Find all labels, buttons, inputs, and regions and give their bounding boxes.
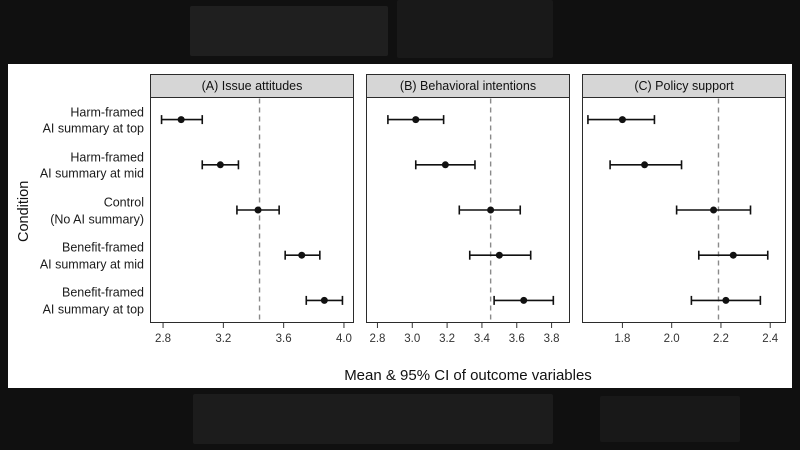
x-tick-label: 3.8 — [544, 333, 560, 345]
plot-area: 2.8 3.2 3.6 4.0 — [150, 97, 354, 345]
x-tick-label: 2.0 — [664, 333, 680, 345]
facet-panels: (A) Issue attitudes 2.8 3.2 3.6 4.0 (B) Behav… — [150, 74, 786, 353]
condition-label: Control (No AI summary) — [50, 195, 144, 228]
condition-label-line: AI summary at mid — [39, 257, 144, 272]
y-axis-title: Condition — [16, 180, 32, 242]
mean-point — [722, 296, 730, 304]
x-tick-label: 3.6 — [276, 333, 292, 345]
letterbox-bottom-block-1 — [193, 394, 553, 444]
mean-point — [177, 116, 185, 124]
x-tick-label: 3.2 — [215, 333, 231, 345]
x-tick-label: 3.0 — [404, 333, 420, 345]
mean-point — [520, 296, 528, 304]
x-tick-label: 3.6 — [509, 333, 525, 345]
mean-point — [412, 116, 420, 124]
facet-strip-title: (A) Issue attitudes — [150, 74, 354, 98]
condition-axis-labels: Harm-framed AI summary at top Harm-framed A… — [38, 74, 150, 353]
mean-point — [216, 161, 224, 169]
mean-point — [320, 296, 328, 304]
condition-label: Benefit-framed AI summary at mid — [40, 240, 144, 273]
condition-label-line: Benefit-framed — [62, 240, 144, 255]
condition-label-line: AI summary at top — [42, 302, 144, 317]
x-tick-label: 3.4 — [474, 333, 491, 345]
condition-label-line: Harm-framed — [70, 105, 144, 120]
plot-area: 2.8 3.0 3.2 3.4 3.6 3.8 — [366, 97, 570, 345]
x-tick-label: 4.0 — [336, 333, 352, 345]
x-tick-label: 2.4 — [762, 333, 779, 345]
condition-label-line: (No AI summary) — [50, 212, 144, 226]
mean-point — [710, 206, 718, 214]
mean-point — [641, 161, 649, 169]
facet-panel: (A) Issue attitudes 2.8 3.2 3.6 4.0 — [150, 74, 354, 353]
mean-point — [254, 206, 262, 214]
x-tick-label: 2.8 — [369, 333, 385, 345]
plot-area: 1.8 2.0 2.2 2.4 — [582, 97, 786, 345]
x-tick-label: 1.8 — [614, 333, 630, 345]
mean-point — [487, 206, 495, 214]
letterbox-top-block-2 — [397, 0, 553, 58]
condition-label-line: AI summary at top — [42, 121, 144, 136]
condition-label: Harm-framed AI summary at top — [43, 104, 144, 137]
mean-point — [298, 251, 306, 259]
plot-content: Harm-framed AI summary at top Harm-framed A… — [38, 74, 786, 353]
x-axis-title: Mean & 95% CI of outcome variables — [344, 367, 592, 384]
x-tick-label: 2.8 — [155, 333, 171, 345]
condition-labels-list: Harm-framed AI summary at top Harm-framed A… — [38, 98, 150, 324]
condition-label: Benefit-framed AI summary at top — [43, 285, 144, 318]
condition-label-line: Harm-framed — [70, 150, 144, 165]
mean-point — [729, 251, 737, 259]
x-tick-label: 3.2 — [439, 333, 455, 345]
mean-point — [441, 161, 449, 169]
facet-strip-title: (B) Behavioral intentions — [366, 74, 570, 98]
mean-point — [495, 251, 503, 259]
mean-point — [618, 116, 626, 124]
facet-strip-title: (C) Policy support — [582, 74, 786, 98]
figure: Condition Harm-framed AI summary at top Ha… — [8, 64, 792, 388]
letterbox-top-block-1 — [190, 6, 388, 56]
condition-label-line: Benefit-framed — [62, 285, 144, 300]
letterbox-bottom-block-2 — [600, 396, 740, 442]
condition-label-line: AI summary at mid — [39, 166, 144, 181]
facet-panel: (B) Behavioral intentions 2.8 3.0 3.2 3.4 3.6… — [366, 74, 570, 353]
x-tick-label: 2.2 — [713, 333, 729, 345]
condition-label-line: Control — [103, 195, 144, 210]
facet-panel: (C) Policy support 1.8 2.0 2.2 2.4 — [582, 74, 786, 353]
condition-label: Harm-framed AI summary at mid — [40, 149, 144, 182]
